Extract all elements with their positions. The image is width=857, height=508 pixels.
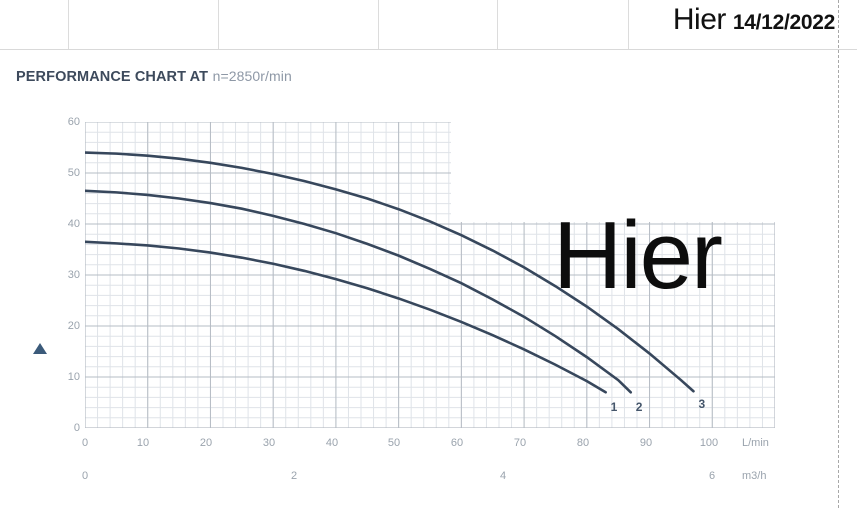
x2-tick-label: 4 (499, 470, 507, 482)
chart-title-main: PERFORMANCE CHART AT (16, 69, 209, 85)
curve-label-3: 3 (698, 397, 706, 412)
header-watermark-text: Hier (672, 3, 727, 36)
y-tick-label: 40 (67, 218, 80, 230)
watermark-backdrop (451, 78, 781, 209)
x-tick-label: 0 (81, 437, 89, 449)
performance-chart: Total manometric head H(m) 60 50 40 30 2… (0, 78, 857, 508)
x-tick-label: 80 (576, 437, 590, 449)
page-watermark-text: Hier (553, 202, 723, 309)
y-tick-label: 30 (67, 269, 80, 281)
x-axis-unit-secondary: m3/h (742, 470, 767, 482)
y-tick-label: 0 (73, 422, 80, 434)
table-column-divider (68, 0, 69, 49)
curve-2 (85, 189, 633, 394)
page-right-dashed-border (838, 0, 839, 508)
x-tick-label: 60 (450, 437, 464, 449)
x-tick-label: 100 (699, 437, 719, 449)
y-tick-label: 50 (67, 167, 80, 179)
curve-label-2: 2 (635, 399, 643, 414)
chart-curves (85, 151, 695, 394)
y-axis-arrow-marker (33, 343, 47, 354)
curve-1 (85, 240, 607, 394)
watermark-backdrop-lower (451, 209, 781, 222)
table-column-divider (378, 0, 379, 49)
chart-title: PERFORMANCE CHART AT n=2850r/min (16, 68, 292, 86)
header-date-text: 14/12/2022 (732, 11, 835, 34)
chart-title-sub: n=2850r/min (212, 68, 292, 84)
x2-tick-label: 2 (290, 470, 298, 482)
x-tick-label: 20 (199, 437, 213, 449)
table-column-divider (628, 0, 629, 49)
chart-gridlines (85, 122, 775, 428)
x-tick-label: 40 (325, 437, 339, 449)
document-table-header-row: Hier 14/12/2022 (0, 0, 857, 50)
x-tick-label: 90 (639, 437, 653, 449)
header-annotation: Hier 14/12/2022 (673, 3, 835, 37)
x-tick-label: 50 (387, 437, 401, 449)
plot-area (85, 122, 775, 428)
y-tick-label: 20 (67, 320, 80, 332)
x2-tick-label: 6 (708, 470, 716, 482)
x-tick-label: 10 (136, 437, 150, 449)
y-tick-label: 10 (67, 371, 80, 383)
x2-tick-label: 0 (81, 470, 89, 482)
x-tick-label: 30 (262, 437, 276, 449)
y-tick-label: 60 (67, 116, 80, 128)
table-column-divider (497, 0, 498, 49)
x-tick-label: 70 (513, 437, 527, 449)
x-axis-unit-primary: L/min (742, 437, 769, 449)
curve-label-1: 1 (610, 399, 618, 414)
table-column-divider (218, 0, 219, 49)
curve-3 (85, 151, 695, 393)
